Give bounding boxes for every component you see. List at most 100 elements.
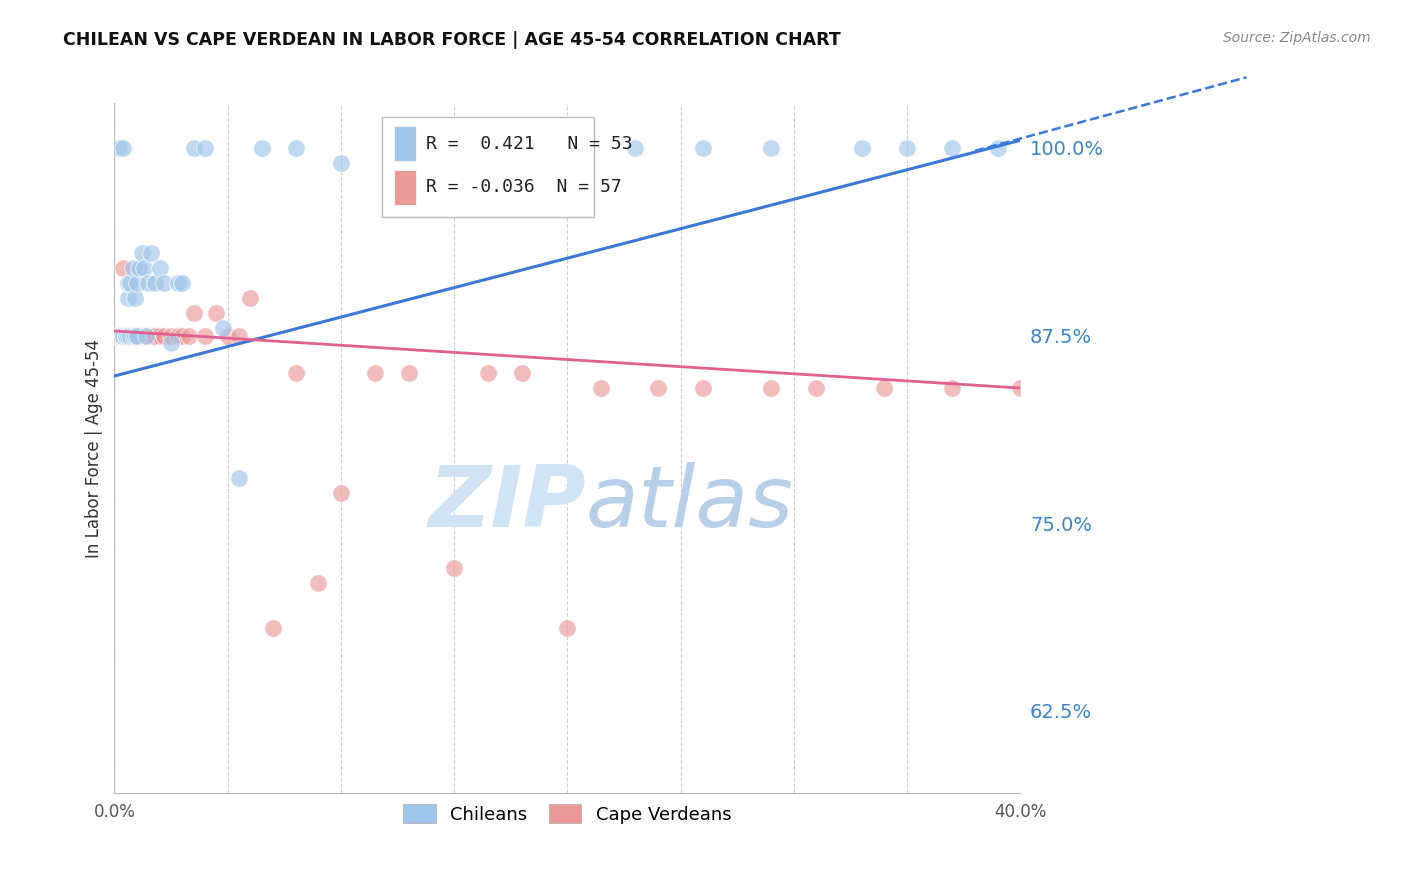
Point [510, 141, 533, 155]
Point [806, 381, 828, 395]
Point [110, 328, 132, 343]
Point [105, 328, 128, 343]
Point [120, 276, 142, 290]
Point [166, 328, 188, 343]
Point [153, 276, 176, 290]
Point [114, 328, 136, 343]
Point [647, 381, 669, 395]
Point [896, 141, 918, 155]
Point [443, 561, 465, 575]
Point [125, 328, 148, 343]
Point [114, 328, 136, 343]
Point [139, 328, 162, 343]
Point [941, 141, 963, 155]
Point [110, 328, 132, 343]
Point [143, 328, 166, 343]
Point [759, 141, 782, 155]
Point [160, 336, 183, 351]
Point [117, 328, 139, 343]
Point [873, 381, 896, 395]
Point [114, 328, 136, 343]
Point [284, 141, 307, 155]
Point [153, 328, 176, 343]
Point [307, 576, 329, 591]
Point [138, 328, 160, 343]
Point [179, 328, 201, 343]
Point [851, 141, 873, 155]
Point [477, 366, 499, 380]
Point [555, 141, 578, 155]
Text: ZIP: ZIP [427, 462, 585, 545]
Point [329, 156, 352, 170]
Point [120, 328, 142, 343]
Point [160, 328, 183, 343]
Point [172, 328, 194, 343]
Point [120, 328, 142, 343]
Point [194, 141, 217, 155]
Point [125, 328, 148, 343]
Point [108, 328, 131, 343]
Point [205, 306, 228, 320]
Point [135, 328, 157, 343]
Point [124, 291, 146, 305]
Point [759, 381, 782, 395]
Point [692, 141, 714, 155]
Point [117, 328, 139, 343]
Point [112, 141, 135, 155]
Point [120, 328, 142, 343]
Point [128, 328, 150, 343]
Point [941, 381, 963, 395]
Point [131, 328, 153, 343]
Point [121, 260, 143, 275]
Point [239, 291, 262, 305]
Point [131, 246, 153, 260]
Point [398, 366, 420, 380]
Point [125, 276, 148, 290]
Point [217, 328, 239, 343]
Point [149, 328, 172, 343]
Point [1010, 381, 1032, 395]
Point [121, 328, 143, 343]
Point [117, 328, 139, 343]
Point [110, 328, 132, 343]
Point [110, 328, 132, 343]
Point [124, 328, 146, 343]
Point [132, 260, 155, 275]
Point [110, 328, 132, 343]
Point [121, 328, 143, 343]
Point [110, 328, 132, 343]
Point [112, 328, 135, 343]
Point [138, 276, 160, 290]
Point [183, 306, 205, 320]
Text: Source: ZipAtlas.com: Source: ZipAtlas.com [1223, 31, 1371, 45]
Text: atlas: atlas [585, 462, 793, 545]
Point [117, 276, 139, 290]
Point [132, 328, 155, 343]
Point [112, 328, 135, 343]
Point [149, 260, 172, 275]
Y-axis label: In Labor Force | Age 45-54: In Labor Force | Age 45-54 [86, 339, 103, 558]
Point [108, 141, 131, 155]
Point [364, 366, 387, 380]
FancyBboxPatch shape [394, 127, 416, 161]
Point [108, 328, 131, 343]
Point [398, 141, 420, 155]
Point [183, 141, 205, 155]
Point [121, 328, 143, 343]
Point [510, 366, 533, 380]
Point [112, 328, 135, 343]
Point [117, 291, 139, 305]
Point [143, 276, 166, 290]
Point [125, 328, 148, 343]
Point [139, 246, 162, 260]
Point [114, 328, 136, 343]
Point [228, 328, 250, 343]
Point [250, 141, 273, 155]
Point [105, 328, 128, 343]
Point [284, 366, 307, 380]
FancyBboxPatch shape [394, 170, 416, 204]
Point [166, 276, 188, 290]
Point [114, 328, 136, 343]
Point [262, 621, 284, 635]
Text: R = -0.036  N = 57: R = -0.036 N = 57 [426, 178, 621, 196]
